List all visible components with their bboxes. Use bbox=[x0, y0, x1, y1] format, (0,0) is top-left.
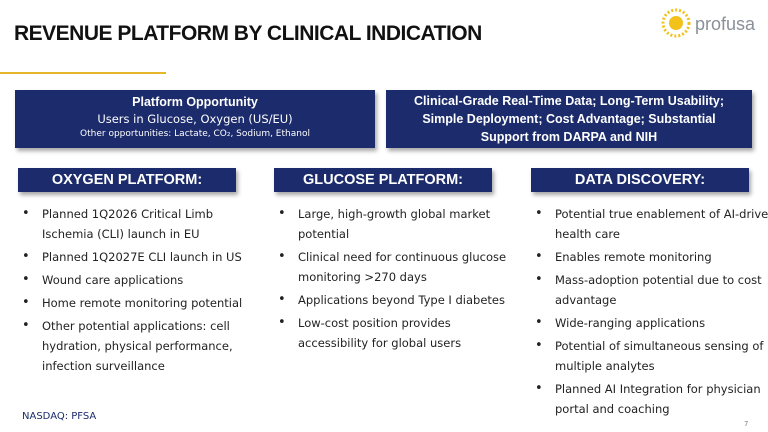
logo: profusa bbox=[661, 8, 756, 38]
advantages-box: Clinical-Grade Real-Time Data; Long-Term… bbox=[386, 90, 752, 148]
bullet-list: Potential true enablement of AI-driven h… bbox=[529, 204, 768, 422]
column-heading: DATA DISCOVERY: bbox=[531, 168, 749, 192]
bullet-list: Large, high-growth global market potenti… bbox=[272, 204, 518, 356]
bullet: Home remote monitoring potential bbox=[22, 293, 260, 313]
bullet: Potential true enablement of AI-driven h… bbox=[535, 204, 768, 244]
bullet: Large, high-growth global market potenti… bbox=[278, 204, 518, 244]
column-heading: GLUCOSE PLATFORM: bbox=[274, 168, 492, 192]
slide-title: REVENUE PLATFORM BY CLINICAL INDICATION bbox=[14, 22, 482, 45]
bullet: Mass-adoption potential due to cost adva… bbox=[535, 270, 768, 310]
logo-text: profusa bbox=[695, 14, 756, 34]
bullet: Low-cost position provides accessibility… bbox=[278, 313, 518, 353]
title-rule bbox=[0, 72, 166, 74]
opportunity-line: Users in Glucose, Oxygen (US/EU) bbox=[97, 112, 293, 126]
bullet: Planned 1Q2027E CLI launch in US bbox=[22, 247, 260, 267]
bullet: Potential of simultaneous sensing of mul… bbox=[535, 336, 768, 376]
bullet: Wide-ranging applications bbox=[535, 313, 768, 333]
bullet: Other potential applications: cell hydra… bbox=[22, 316, 260, 376]
logo-ring bbox=[661, 8, 691, 38]
bullet: Enables remote monitoring bbox=[535, 247, 768, 267]
bullet: Wound care applications bbox=[22, 270, 260, 290]
bullet: Applications beyond Type I diabetes bbox=[278, 290, 518, 310]
advantages-text: Clinical-Grade Real-Time Data; Long-Term… bbox=[413, 94, 725, 144]
ticker: NASDAQ: PFSA bbox=[22, 411, 97, 422]
bullet: Clinical need for continuous glucose mon… bbox=[278, 247, 518, 287]
bullet: Planned 1Q2026 Critical Limb Ischemia (C… bbox=[22, 204, 260, 244]
logo-dot bbox=[669, 16, 683, 30]
opportunity-other: Other opportunities: Lactate, CO₂, Sodiu… bbox=[80, 129, 310, 139]
opportunity-box: Platform Opportunity Users in Glucose, O… bbox=[15, 90, 375, 148]
opportunity-heading: Platform Opportunity bbox=[132, 95, 258, 109]
column-heading: OXYGEN PLATFORM: bbox=[18, 168, 236, 192]
bullet-list: Planned 1Q2026 Critical Limb Ischemia (C… bbox=[16, 204, 260, 379]
page-number: 7 bbox=[744, 420, 749, 428]
bullet: Planned AI Integration for physician por… bbox=[535, 379, 768, 419]
